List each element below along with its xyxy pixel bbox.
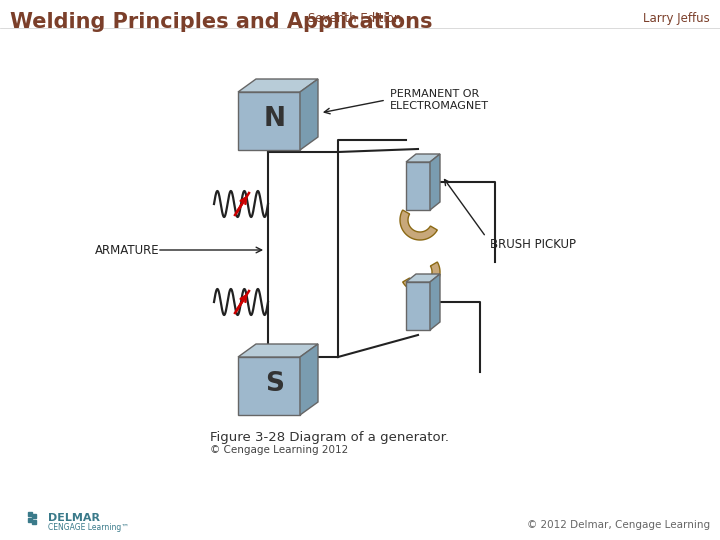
Polygon shape (238, 92, 300, 150)
Text: CENGAGE Learning™: CENGAGE Learning™ (48, 523, 129, 532)
Polygon shape (238, 357, 300, 415)
Text: Seventh Edition: Seventh Edition (308, 12, 401, 25)
Polygon shape (402, 262, 440, 292)
Polygon shape (238, 79, 318, 92)
Text: ARMATURE: ARMATURE (95, 244, 160, 256)
Polygon shape (300, 344, 318, 415)
Text: Figure 3-28 Diagram of a generator.: Figure 3-28 Diagram of a generator. (210, 430, 449, 443)
Polygon shape (430, 274, 440, 330)
Text: Welding Principles and Applications: Welding Principles and Applications (10, 12, 433, 32)
Text: PERMANENT OR: PERMANENT OR (390, 89, 480, 99)
Text: © Cengage Learning 2012: © Cengage Learning 2012 (210, 445, 348, 455)
Text: ELECTROMAGNET: ELECTROMAGNET (390, 101, 489, 111)
Text: S: S (265, 371, 284, 397)
Text: DELMAR: DELMAR (48, 513, 100, 523)
Polygon shape (406, 162, 430, 210)
Text: BRUSH PICKUP: BRUSH PICKUP (490, 239, 576, 252)
Polygon shape (406, 282, 430, 330)
Text: Larry Jeffus: Larry Jeffus (643, 12, 710, 25)
Polygon shape (400, 210, 437, 240)
Polygon shape (238, 344, 318, 357)
Polygon shape (300, 79, 318, 150)
Polygon shape (406, 154, 440, 162)
Text: © 2012 Delmar, Cengage Learning: © 2012 Delmar, Cengage Learning (527, 520, 710, 530)
Text: N: N (264, 106, 285, 132)
Polygon shape (430, 154, 440, 210)
Polygon shape (406, 274, 440, 282)
